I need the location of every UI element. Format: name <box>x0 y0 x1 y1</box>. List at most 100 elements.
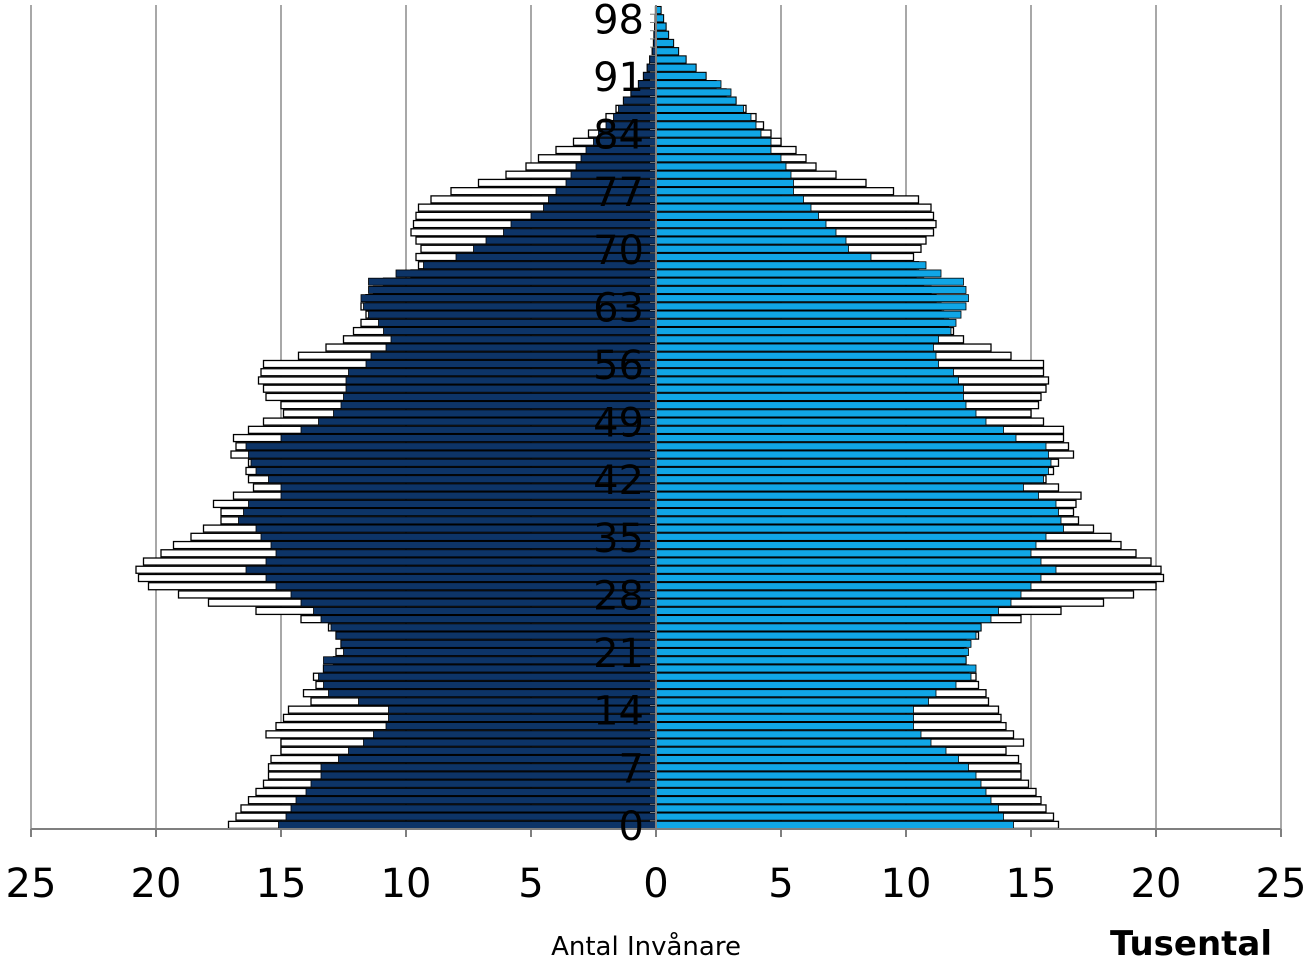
women-bar <box>655 804 999 813</box>
men-bar <box>390 335 657 344</box>
women-bar <box>655 236 847 245</box>
women-bar <box>655 450 1049 459</box>
men-bar <box>575 162 657 171</box>
men-bar <box>323 681 657 689</box>
men-bar <box>646 63 657 72</box>
women-bar <box>655 524 1064 533</box>
women-bar <box>655 88 732 97</box>
men-bar <box>643 72 657 80</box>
women-bar <box>655 417 987 426</box>
women-bar <box>655 220 827 229</box>
women-bar <box>655 779 982 788</box>
age-tick-labels: 0 7 14 21 28 35 42 49 56 63 70 77 84 91 98 <box>593 0 644 850</box>
women-bar <box>655 582 1032 591</box>
men-bar <box>343 393 657 401</box>
x-tick-label: 10 <box>381 861 432 907</box>
women-bar <box>655 302 967 311</box>
women-bar <box>655 228 837 237</box>
age-label: 0 <box>619 804 644 850</box>
age-label: 77 <box>593 170 644 216</box>
women-bar <box>655 475 1044 484</box>
women-bar <box>655 39 674 47</box>
men-bar <box>618 104 657 113</box>
age-label: 56 <box>593 343 644 389</box>
women-bar <box>655 318 957 327</box>
age-label: 98 <box>593 0 644 43</box>
men-bar <box>368 277 657 286</box>
women-bar <box>655 294 969 303</box>
women-bar <box>655 195 804 204</box>
women-bar <box>655 203 812 212</box>
men-bar <box>290 804 657 813</box>
women-bar <box>655 738 932 747</box>
men-bar <box>348 746 657 755</box>
women-bar <box>655 557 1042 566</box>
women-bar <box>655 713 914 722</box>
women-bar <box>655 310 962 319</box>
age-label: 70 <box>593 228 644 274</box>
women-bar <box>655 639 972 648</box>
women-bar <box>655 672 972 681</box>
women-bar <box>655 154 782 163</box>
x-tick-label: 15 <box>256 861 307 907</box>
women-bar <box>655 376 959 385</box>
women-bar <box>655 80 722 89</box>
women-bar <box>655 104 744 113</box>
x-tick-label: 20 <box>1131 861 1182 907</box>
women-bar <box>655 541 1037 549</box>
women-bar <box>655 615 992 624</box>
age-label: 28 <box>593 573 644 619</box>
men-bar <box>245 565 657 574</box>
men-bar <box>310 779 657 788</box>
women-bar <box>655 532 1047 541</box>
women-bar <box>655 22 667 31</box>
women-bar <box>655 129 762 138</box>
men-bar <box>320 771 657 780</box>
women-bar <box>655 360 939 368</box>
age-label: 63 <box>593 285 644 331</box>
men-bar <box>363 738 657 747</box>
women-bar <box>655 763 969 772</box>
x-tick-label: 10 <box>881 861 932 907</box>
x-tick-label: 0 <box>643 861 668 907</box>
women-bar <box>655 549 1032 558</box>
women-bar <box>655 137 772 146</box>
women-bar <box>655 664 977 673</box>
women-bar <box>655 269 942 278</box>
women-bar <box>655 261 927 270</box>
age-label: 21 <box>593 631 644 677</box>
women-bar <box>655 401 967 410</box>
women-bar <box>655 689 937 698</box>
age-label: 84 <box>593 113 644 159</box>
age-label: 91 <box>593 55 644 101</box>
women-bar <box>655 697 929 706</box>
women-bar <box>655 96 737 105</box>
x-tick-label: 20 <box>131 861 182 907</box>
women-bar <box>655 113 752 122</box>
x-tick-label: 5 <box>768 861 793 907</box>
women-bar <box>655 508 1059 517</box>
filled-population-bars <box>238 6 1064 829</box>
women-bar <box>655 606 999 615</box>
men-bar <box>243 508 657 517</box>
women-bar <box>655 565 1057 574</box>
women-bar <box>655 656 967 665</box>
women-bar <box>655 705 914 714</box>
men-bar <box>278 820 657 829</box>
men-bar <box>305 788 657 796</box>
women-bar <box>655 425 1004 434</box>
women-bar <box>655 598 1012 607</box>
women-bar <box>655 187 794 196</box>
women-bar <box>655 796 992 805</box>
women-bar <box>655 327 952 336</box>
women-bar <box>655 820 1014 829</box>
women-bar <box>655 730 922 739</box>
women-bar <box>655 146 772 154</box>
women-bar <box>655 499 1057 508</box>
men-bar <box>338 755 657 763</box>
women-bar <box>655 343 934 352</box>
x-tick-label: 5 <box>518 861 543 907</box>
women-bar <box>655 681 957 689</box>
women-bar <box>655 788 987 796</box>
women-bar <box>655 72 707 80</box>
